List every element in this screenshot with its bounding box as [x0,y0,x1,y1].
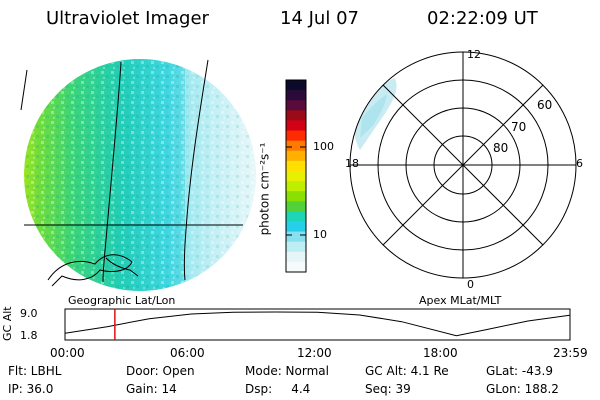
mlt-label-12: 12 [467,48,481,61]
ytick-1-8: 1.8 [20,329,38,342]
xtick-1800: 18:00 [423,346,458,360]
mlt-label-18: 18 [345,157,359,170]
uv-image-disk [24,59,256,291]
dsp-status: Dsp: 4.4 [245,382,311,396]
colorbar-swatch [286,100,306,111]
colorbar-swatch [286,221,306,233]
colorbar-swatch [286,150,306,162]
time-label: 02:22:09 UT [427,8,538,29]
apex-caption: Apex MLat/MLT [419,294,502,307]
seq-status: Seq: 39 [365,382,411,396]
colorbar-tick-10: 10 [313,228,327,241]
filter-status: Flt: LBHL [8,364,62,378]
colorbar-swatch [286,90,306,101]
colorbar-swatch [286,120,306,132]
colorbar-swatch [286,160,306,172]
ytick-9: 9.0 [20,307,38,320]
mode-status: Mode: Normal [245,364,329,378]
colorbar-swatch [286,181,306,192]
door-status: Door: Open [126,364,195,378]
mlat-label-80: 80 [493,141,509,155]
colorbar-swatch [286,191,306,202]
colorbar-frame [285,79,307,273]
geographic-caption: Geographic Lat/Lon [68,294,176,307]
colorbar-swatch [286,231,306,243]
colorbar [285,79,307,273]
colorbar-swatch [286,211,306,222]
mlt-label-0: 0 [467,278,474,291]
gc-alt-ylabel: GC Alt [1,306,14,341]
app-title: Ultraviolet Imager [46,8,209,29]
geographic-grid [20,59,243,287]
colorbar-label: photon cm⁻²s⁻¹ [257,142,272,236]
gc-alt-status: GC Alt: 4.1 Re [365,364,449,378]
colorbar-swatch [286,130,306,142]
glat-status: GLat: -43.9 [486,364,553,378]
mlt-label-6: 6 [576,157,583,170]
altitude-chart [64,308,571,341]
apex-polar-plot [349,51,577,279]
mlat-label-60: 60 [537,98,553,112]
xtick-0000: 00:00 [50,346,85,360]
colorbar-swatch [286,241,306,253]
xtick-1200: 12:00 [297,346,332,360]
xtick-0600: 06:00 [170,346,205,360]
colorbar-swatch [286,80,306,91]
colorbar-swatch [286,261,306,273]
date-label: 14 Jul 07 [280,8,359,29]
colorbar-ticks [286,146,306,236]
glon-status: GLon: 188.2 [486,382,559,396]
colorbar-swatch [286,140,306,152]
colorbar-swatch [286,201,306,212]
altitude-line [64,311,570,337]
ip-status: IP: 36.0 [8,382,54,396]
colorbar-swatch [286,170,306,182]
colorbar-swatch [286,110,306,121]
colorbar-tick-100: 100 [313,140,334,153]
colorbar-swatch [286,251,306,263]
gain-status: Gain: 14 [126,382,177,396]
xtick-2359: 23:59 [553,346,588,360]
mlat-label-70: 70 [511,120,527,134]
